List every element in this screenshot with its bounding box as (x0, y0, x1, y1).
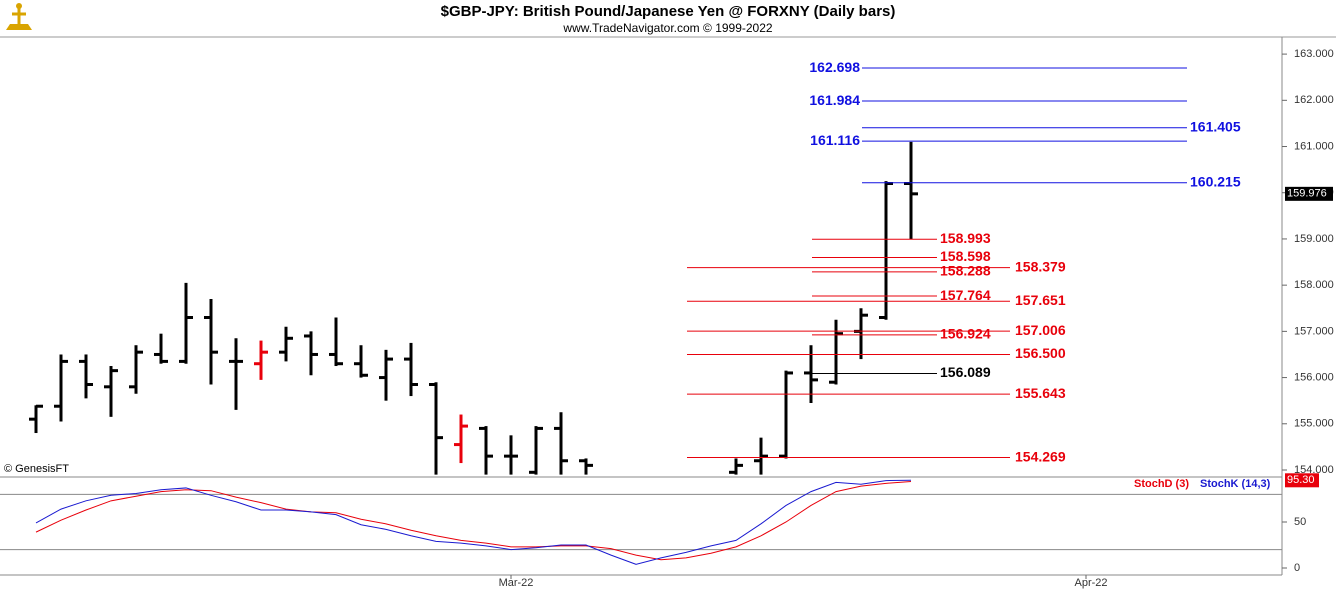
y-tick-label: 162.000 (1294, 94, 1334, 106)
y-tick-label: 157.000 (1294, 325, 1334, 337)
level-label: 158.379 (1015, 258, 1066, 274)
level-label: 158.288 (940, 263, 991, 279)
stoch-line (35, 479, 912, 565)
legend-entry: StochK (14,3) (1200, 478, 1271, 490)
legend-entry: StochD (3) (1134, 478, 1189, 490)
level-label: 157.006 (1015, 322, 1066, 338)
last-price: 159.976 (1287, 188, 1327, 200)
level-label: 156.089 (940, 364, 991, 380)
y-tick-label: 0 (1294, 562, 1300, 574)
level-label: 161.116 (810, 132, 860, 148)
level-label: 162.698 (809, 59, 860, 75)
level-label: 156.500 (1015, 345, 1066, 361)
level-label: 157.651 (1015, 292, 1066, 308)
y-tick-label: 154.000 (1294, 464, 1334, 476)
logo (6, 3, 32, 30)
level-label: 156.924 (940, 326, 991, 342)
last-price-box (1285, 186, 1333, 201)
y-tick-label: 161.000 (1294, 140, 1334, 152)
y-tick-label: 155.000 (1294, 418, 1334, 430)
level-label: 161.405 (1190, 119, 1241, 135)
y-tick-label: 50 (1294, 516, 1306, 528)
stoch-line (35, 480, 912, 561)
price-panel (29, 141, 918, 475)
level-label: 158.598 (940, 248, 991, 264)
chart-title: $GBP-JPY: British Pound/Japanese Yen @ F… (441, 3, 896, 20)
level-label: 154.269 (1015, 448, 1066, 464)
y-tick-label: 158.000 (1294, 279, 1334, 291)
level-label: 160.215 (1190, 173, 1241, 189)
watermark: © GenesisFT (4, 463, 69, 475)
level-label: 161.984 (809, 92, 860, 108)
y-tick-label: 156.000 (1294, 371, 1334, 383)
y-tick-label: 159.000 (1294, 233, 1334, 245)
x-tick-label: Apr-22 (1074, 577, 1107, 589)
header-bg (0, 0, 1336, 37)
last-value: 95.30 (1287, 474, 1315, 486)
last-value-box (1285, 473, 1319, 488)
y-tick-label: 163.000 (1294, 48, 1334, 60)
chart-subtitle: www.TradeNavigator.com © 1999-2022 (562, 21, 772, 35)
level-label: 155.643 (1015, 385, 1066, 401)
level-label: 157.764 (940, 287, 991, 303)
level-label: 158.993 (940, 230, 991, 246)
x-tick-label: Mar-22 (499, 577, 534, 589)
